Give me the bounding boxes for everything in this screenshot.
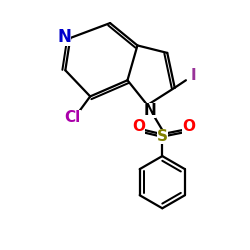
Text: S: S bbox=[157, 129, 168, 144]
Text: N: N bbox=[144, 103, 156, 118]
Text: O: O bbox=[132, 119, 145, 134]
Text: N: N bbox=[57, 28, 71, 46]
Text: I: I bbox=[190, 68, 196, 83]
Text: Cl: Cl bbox=[65, 110, 81, 125]
Text: O: O bbox=[182, 119, 195, 134]
